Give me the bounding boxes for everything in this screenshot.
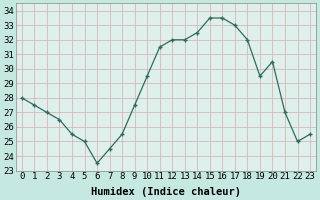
X-axis label: Humidex (Indice chaleur): Humidex (Indice chaleur) [91, 186, 241, 197]
